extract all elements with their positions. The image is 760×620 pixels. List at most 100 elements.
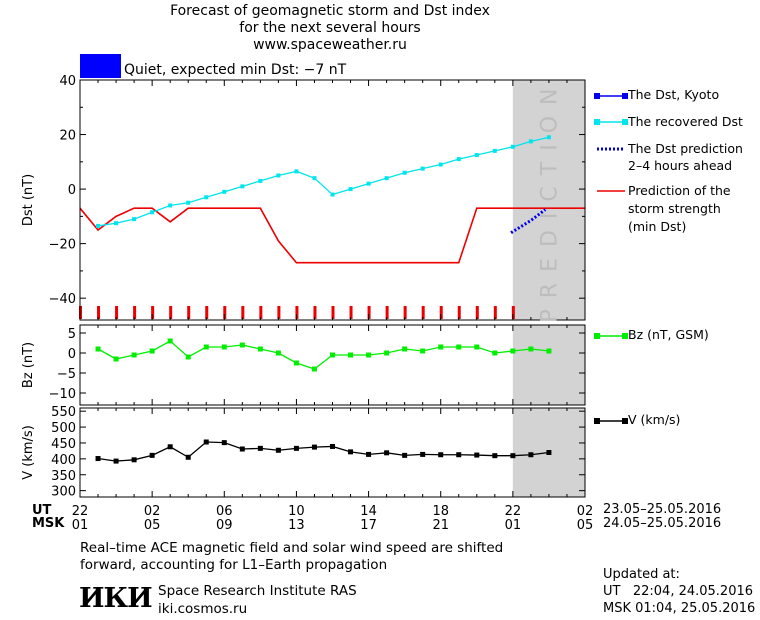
legend-dst-kyoto: The Dst, Kyoto	[628, 87, 720, 102]
ut-date-range: 23.05–25.05.2016	[603, 502, 722, 517]
storm-marker	[277, 306, 281, 319]
storm-marker	[169, 306, 173, 319]
solar-wind-speed-point	[456, 452, 462, 458]
solar-wind-speed-point	[546, 450, 552, 455]
solar-wind-speed-point	[420, 451, 426, 457]
storm-marker	[439, 306, 443, 319]
bz-point	[167, 338, 173, 344]
ytick-label-dst: −40	[49, 292, 76, 307]
solar-wind-speed-point	[311, 444, 317, 450]
legend-v: V (km/s)	[628, 412, 681, 427]
recovered-dst-point	[258, 178, 263, 183]
ytick-label-v: 550	[51, 405, 76, 420]
legend-dst-kyoto-swatch-marker	[622, 93, 628, 99]
bz-point	[438, 344, 444, 350]
ut-tick-label: 22	[72, 504, 89, 519]
bz-point	[149, 348, 155, 354]
bz-point	[492, 350, 498, 356]
ytick-label-v: 400	[51, 453, 76, 468]
legend-recovered: The recovered Dst	[628, 114, 743, 129]
recovered-dst-point	[150, 210, 155, 215]
bz-point	[185, 354, 191, 360]
legend-v-swatch-marker	[594, 418, 600, 424]
ut-tick-label: 14	[360, 504, 377, 519]
msk-tick-label: 05	[144, 518, 161, 533]
ytick-label-v: 450	[51, 437, 76, 452]
storm-marker	[187, 306, 191, 319]
solar-wind-speed-point	[438, 452, 444, 458]
recovered-dst-point	[384, 176, 389, 181]
ytick-label-dst: 0	[68, 183, 76, 198]
solar-wind-speed-point	[366, 451, 372, 457]
legend-recovered-swatch-marker	[622, 119, 628, 125]
recovered-dst-point	[204, 195, 209, 200]
bz-point	[546, 348, 552, 354]
ytick-label-dst: −20	[49, 238, 76, 253]
bz-point	[348, 352, 354, 358]
legend-prediction-2: 2–4 hours ahead	[628, 158, 733, 173]
bz-point	[203, 344, 209, 350]
chart-title-line-1: Forecast of geomagnetic storm and Dst in…	[170, 3, 490, 19]
ut-tick-label: 06	[216, 504, 233, 519]
storm-marker	[97, 306, 101, 319]
recovered-dst-point	[366, 181, 371, 186]
bz-point	[420, 348, 426, 354]
bz-point	[330, 352, 335, 358]
recovered-dst-line	[97, 136, 550, 227]
storm-marker	[493, 306, 497, 319]
ylabel-bz: Bz (nT)	[21, 342, 36, 388]
solar-wind-speed-point	[257, 445, 263, 451]
storm-marker	[367, 306, 371, 319]
recovered-dst-point	[330, 192, 335, 197]
solar-wind-speed-point	[348, 449, 354, 455]
storm-marker	[133, 306, 137, 319]
ytick-label-v: 350	[51, 469, 76, 484]
solar-wind-speed-point	[402, 452, 408, 458]
recovered-dst-point	[222, 189, 227, 194]
recovered-dst-point	[312, 176, 317, 181]
solar-wind-speed-point	[221, 440, 227, 446]
ytick-label-dst: 40	[59, 74, 76, 89]
recovered-dst-point	[420, 166, 425, 171]
storm-strength-line	[79, 207, 585, 264]
storm-marker	[421, 306, 425, 319]
legend-storm-2: storm strength	[628, 201, 721, 216]
status-swatch	[80, 54, 121, 78]
recovered-dst-point	[168, 203, 173, 208]
plot-frame-dst	[79, 79, 586, 321]
plot-frame-v	[79, 407, 586, 498]
bz-point	[402, 346, 408, 352]
storm-marker	[313, 306, 317, 319]
legend-recovered-swatch-marker	[594, 119, 600, 125]
recovered-dst-point	[474, 153, 479, 157]
solar-wind-speed-point	[275, 447, 281, 453]
recovered-dst-point	[348, 187, 353, 192]
ytick-label-bz: 5	[68, 327, 76, 342]
bz-point	[221, 344, 227, 350]
msk-label: MSK	[32, 516, 65, 531]
storm-marker	[259, 306, 263, 319]
bz-point	[528, 346, 534, 352]
msk-tick-label: 09	[216, 518, 233, 533]
institute-name: Space Research Institute RAS	[158, 583, 357, 599]
recovered-dst-point	[456, 157, 461, 162]
legend-bz: Bz (nT, GSM)	[628, 327, 709, 342]
msk-tick-label: 13	[288, 518, 305, 533]
recovered-dst-point	[438, 162, 443, 167]
footer-note-line-2: forward, accounting for L1–Earth propaga…	[80, 557, 388, 573]
storm-marker	[349, 306, 353, 319]
legend-dst-kyoto-swatch-marker	[594, 93, 600, 99]
prediction-band-bz	[512, 325, 585, 405]
ytick-label-v: 300	[51, 485, 76, 500]
bz-point	[474, 344, 480, 350]
msk-tick-label: 21	[432, 518, 449, 533]
plot-frame-bz	[79, 324, 586, 406]
bz-point	[311, 366, 317, 372]
solar-wind-speed-point	[185, 454, 191, 460]
solar-wind-speed-point	[203, 439, 209, 445]
ytick-label-bz: −10	[49, 387, 76, 402]
recovered-dst-point	[240, 184, 245, 189]
ylabel-v: V (km/s)	[21, 425, 36, 480]
institute-website: iki.cosmos.ru	[158, 601, 248, 617]
